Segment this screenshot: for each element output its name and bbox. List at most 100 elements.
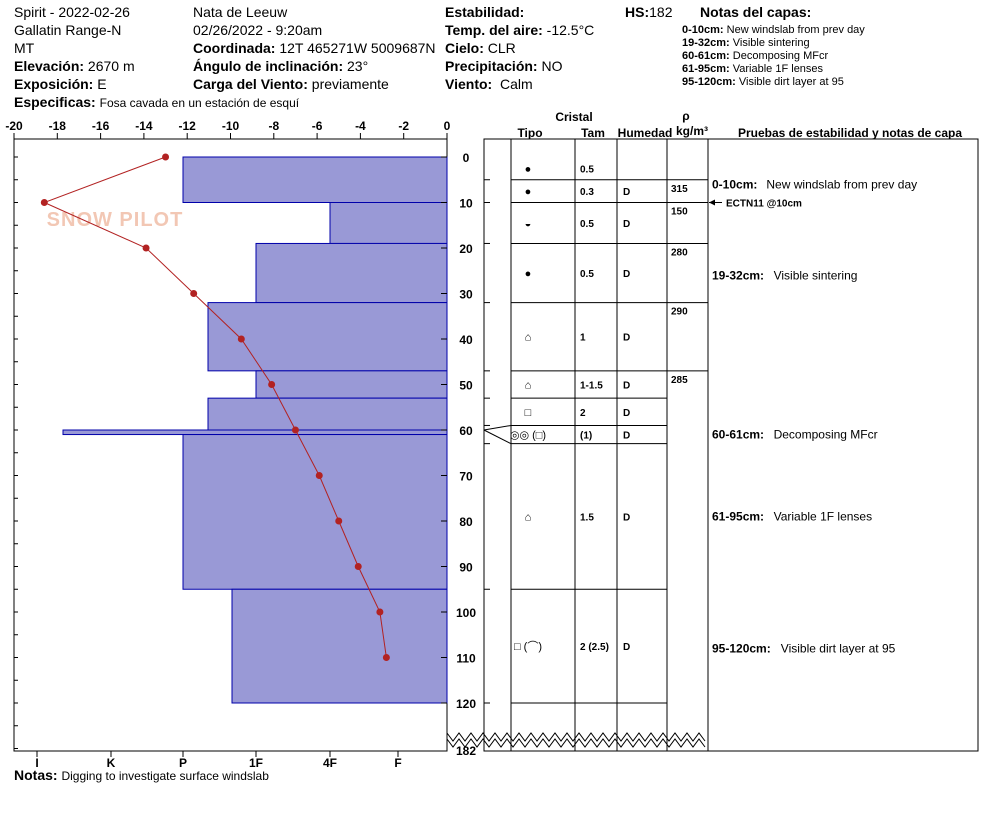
layer-note-text: New windslab from prev day	[723, 24, 865, 36]
crystal-size: 0.5	[580, 269, 594, 280]
hardness-layer-bar	[231, 588, 448, 704]
temperature-profile-line	[42, 156, 387, 658]
crystal-size: 0.3	[580, 187, 594, 198]
layer-note-range: 61-95cm:	[682, 63, 730, 75]
temperature-point	[376, 608, 384, 616]
temp-axis-tick-label: -16	[92, 119, 110, 133]
slope-angle: Ángulo de inclinación: 23°	[193, 58, 368, 74]
layer-note-text: Decomposing MFcr	[729, 50, 829, 62]
tests-header: Pruebas de estabilidad y notas de capa	[738, 126, 962, 140]
crystal-size: 2	[580, 408, 586, 419]
temperature-point	[335, 517, 343, 525]
layer-comment-text: New windslab from prev day	[766, 177, 917, 191]
air-temperature: Temp. del aire: -12.5°C	[445, 22, 594, 38]
wind-load-value: previamente	[311, 76, 389, 92]
density-header-rho: ρ	[682, 109, 689, 123]
layer-humidity: D	[623, 381, 630, 392]
hardness-axis-tick-label: 4F	[323, 756, 337, 770]
aspect-label: Exposición:	[14, 76, 94, 92]
type-header: Tipo	[517, 126, 542, 140]
crystal-size: 1	[580, 333, 586, 344]
layer-note-range: 0-10cm:	[682, 24, 724, 36]
crystal-size: (1)	[580, 431, 592, 442]
density-value: 315	[671, 184, 688, 195]
depth-axis-tick-label: 20	[459, 242, 473, 256]
temperature-point	[142, 244, 150, 252]
elevation-label: Elevación:	[14, 58, 85, 74]
wind: Viento: Calm	[445, 76, 533, 92]
stability-label: Estabilidad:	[445, 4, 525, 20]
layer-comment-text: Visible sintering	[774, 268, 858, 282]
slope-label: Ángulo de inclinación:	[193, 58, 344, 74]
wind-loading: Carga del Viento: previamente	[193, 76, 389, 92]
total-snow-height: HS:182	[625, 4, 672, 20]
layer-comment-range: 60-61cm:	[712, 428, 764, 442]
hardness-axis-tick-label: 1F	[249, 756, 263, 770]
temp-axis-tick-label: -18	[49, 119, 67, 133]
layer-humidity: D	[623, 219, 630, 230]
stability: Estabilidad:	[445, 4, 524, 20]
slope-value: 23°	[347, 58, 369, 74]
temp-axis-tick-label: -2	[398, 119, 409, 133]
hardness-axis-tick-label: P	[179, 756, 187, 770]
density-header-unit: kg/m³	[676, 124, 708, 138]
layer-humidity: D	[623, 408, 630, 419]
coord-value: 12T 465271W 5009687N	[279, 40, 436, 56]
total-depth-label: 182	[456, 744, 476, 758]
layer-humidity: D	[623, 269, 630, 280]
hardness-layer-bar	[207, 302, 448, 372]
break-zigzag	[446, 732, 706, 742]
elevation-value: 2670 m	[87, 58, 135, 74]
temp-axis-tick-label: -20	[5, 119, 23, 133]
temperature-point	[237, 335, 245, 343]
layer-comment-range: 0-10cm:	[712, 177, 757, 191]
layer-humidity: D	[623, 333, 630, 344]
layer-note-item: 95-120cm: Visible dirt layer at 95	[682, 76, 844, 89]
specifics-value: Fosa cavada en un estación de esquí	[99, 96, 300, 110]
layer-humidity: D	[623, 187, 630, 198]
stability-test-result: ECTN11 @10cm	[726, 199, 802, 210]
crystal-type-symbol: ⌂	[525, 380, 532, 392]
depth-axis-tick-label: 60	[459, 424, 473, 438]
layer-comment-text: Variable 1F lenses	[774, 509, 873, 523]
wind-value: Calm	[499, 76, 533, 92]
precip-label: Precipitación:	[445, 58, 538, 74]
wind-load-label: Carga del Viento:	[193, 76, 308, 92]
crystal-size: 0.5	[580, 219, 594, 230]
notes-label: Notas:	[14, 767, 58, 783]
density-value: 285	[671, 375, 688, 386]
layer-humidity: D	[623, 431, 630, 442]
layer-note-item: 61-95cm: Variable 1F lenses	[682, 63, 823, 76]
density-value: 280	[671, 247, 688, 258]
crystal-type-symbol: ●	[525, 268, 532, 280]
depth-axis-tick-label: 100	[456, 606, 476, 620]
sky: Cielo: CLR	[445, 40, 516, 56]
depth-axis-tick-label: 80	[459, 515, 473, 529]
air-temp-label: Temp. del aire:	[445, 22, 543, 38]
crystal-size: 0.5	[580, 164, 594, 175]
size-header: Tam	[581, 126, 605, 140]
depth-axis-tick-label: 0	[463, 151, 470, 165]
temperature-point	[162, 153, 170, 161]
specifics-label: Especificas:	[14, 94, 96, 110]
layer-humidity: D	[623, 512, 630, 523]
temperature-point	[190, 290, 198, 297]
break-zigzag	[446, 738, 706, 748]
layer-link-line	[483, 429, 512, 445]
crystal-type-symbol: ●	[525, 163, 532, 175]
elevation: Elevación: 2670 m	[14, 58, 135, 74]
layer-comment-range: 95-120cm:	[712, 641, 771, 655]
crystal-type-symbol: ◒	[525, 218, 532, 230]
layer-note-text: Variable 1F lenses	[729, 63, 824, 75]
crystal-header: Cristal	[555, 110, 592, 124]
layer-note-range: 60-61cm:	[682, 50, 730, 62]
hardness-layer-bar	[255, 242, 448, 304]
hardness-axis-tick-label: K	[107, 756, 116, 770]
precip-value: NO	[541, 58, 563, 74]
crystal-type-symbol: ●	[525, 186, 532, 198]
depth-axis-tick-label: 90	[459, 561, 473, 575]
temp-axis-tick-label: -8	[268, 119, 279, 133]
sky-label: Cielo:	[445, 40, 484, 56]
temp-axis-tick-label: -12	[179, 119, 197, 133]
layer-note-item: 60-61cm: Decomposing MFcr	[682, 50, 828, 63]
